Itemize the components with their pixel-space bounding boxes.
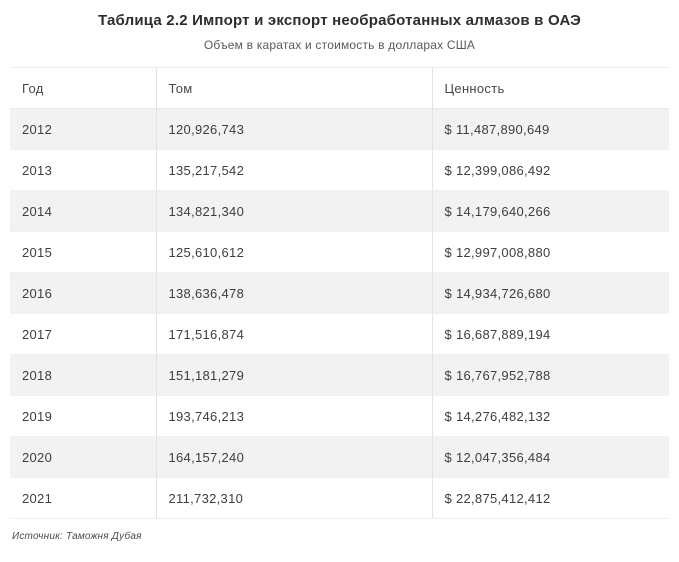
value-cell: $ 11,487,890,649 [431,108,669,150]
year-cell: 2013 [10,149,156,191]
value-cell: $ 16,767,952,788 [431,354,669,396]
value-cell: $ 14,179,640,266 [431,190,669,232]
table-row: 2015 125,610,612 $ 12,997,008,880 [10,231,669,273]
volume-cell: 211,732,310 [155,477,432,519]
table-row: 2014 134,821,340 $ 14,179,640,266 [10,190,669,232]
volume-cell: 138,636,478 [155,272,432,314]
header-row: Год Том Ценность [10,67,669,109]
volume-cell: 171,516,874 [155,313,432,355]
column-header-value: Ценность [431,67,669,109]
table-row: 2012 120,926,743 $ 11,487,890,649 [10,108,669,150]
value-cell: $ 16,687,889,194 [431,313,669,355]
page: Таблица 2.2 Импорт и экспорт необработан… [10,12,669,542]
table-title: Таблица 2.2 Импорт и экспорт необработан… [98,12,581,29]
year-cell: 2021 [10,477,156,519]
table-row: 2021 211,732,310 $ 22,875,412,412 [10,477,669,519]
year-cell: 2012 [10,108,156,150]
volume-cell: 125,610,612 [155,231,432,273]
volume-cell: 164,157,240 [155,436,432,478]
value-cell: $ 12,047,356,484 [431,436,669,478]
value-cell: $ 12,997,008,880 [431,231,669,273]
year-cell: 2017 [10,313,156,355]
table-subtitle: Объем в каратах и стоимость в долларах С… [203,38,476,52]
volume-cell: 193,746,213 [155,395,432,437]
value-cell: $ 22,875,412,412 [431,477,669,519]
volume-cell: 151,181,279 [155,354,432,396]
table-row: 2017 171,516,874 $ 16,687,889,194 [10,313,669,355]
year-cell: 2016 [10,272,156,314]
table-row: 2019 193,746,213 $ 14,276,482,132 [10,395,669,437]
table-row: 2013 135,217,542 $ 12,399,086,492 [10,149,669,191]
volume-cell: 120,926,743 [155,108,432,150]
diamonds-import-export-table: Год Том Ценность 2012 120,926,743 $ 11,487… [10,67,669,519]
table-header: Год Том Ценность [10,67,669,109]
value-cell: $ 12,399,086,492 [431,149,669,191]
column-header-volume: Том [155,67,432,109]
source-note: Источник: Таможня Дубая [12,531,142,542]
table-row: 2020 164,157,240 $ 12,047,356,484 [10,436,669,478]
year-cell: 2015 [10,231,156,273]
year-cell: 2018 [10,354,156,396]
table-row: 2018 151,181,279 $ 16,767,952,788 [10,354,669,396]
year-cell: 2019 [10,395,156,437]
table-row: 2016 138,636,478 $ 14,934,726,680 [10,272,669,314]
volume-cell: 134,821,340 [155,190,432,232]
column-header-year: Год [10,67,156,109]
volume-cell: 135,217,542 [155,149,432,191]
year-cell: 2014 [10,190,156,232]
value-cell: $ 14,934,726,680 [431,272,669,314]
table-body: 2012 120,926,743 $ 11,487,890,649 2013 135,2… [10,108,669,519]
year-cell: 2020 [10,436,156,478]
value-cell: $ 14,276,482,132 [431,395,669,437]
